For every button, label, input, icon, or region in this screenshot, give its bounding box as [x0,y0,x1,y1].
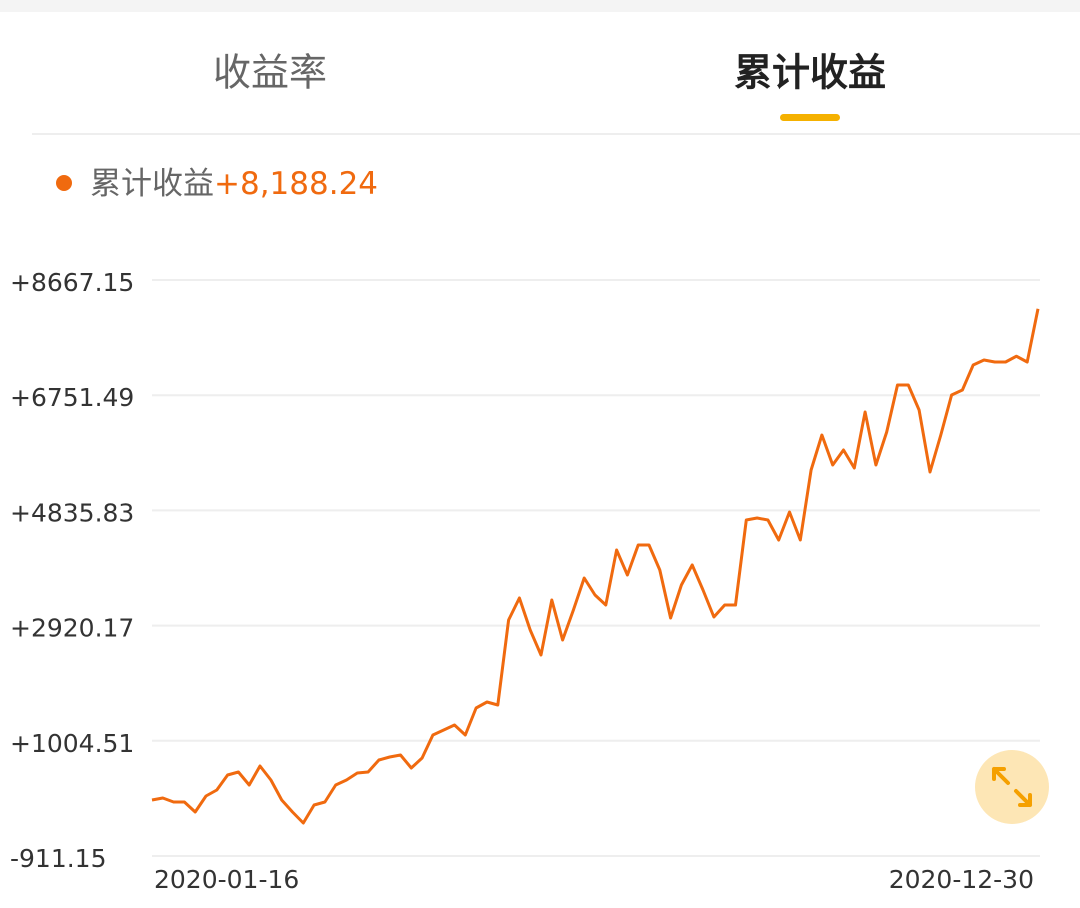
tab-indicator [780,114,840,121]
y-tick-label: +6751.49 [10,383,134,412]
expand-icon [992,767,1032,807]
expand-bg [975,750,1049,824]
y-tick-label: +4835.83 [10,498,134,527]
tab-active[interactable]: 累计收益 [734,51,886,95]
x-tick-label: 2020-01-16 [154,865,299,894]
y-tick-label: -911.15 [10,844,107,873]
y-tick-label: +2920.17 [10,614,134,643]
plot: +8667.15 +6751.49 +4835.83 +2920.17 +1004.51… [10,268,1040,894]
legend-label: 累计收益+8,188.24 [90,166,378,202]
line [151,308,1040,825]
y-tick-label: +8667.15 [10,268,134,297]
expand-button[interactable] [975,750,1049,824]
legend-dot [56,175,72,191]
x-tick-label: 2020-12-30 [889,865,1034,894]
legend-name: 累计收益 [90,166,214,202]
legend-value: +8,188.24 [214,166,378,202]
tab[interactable]: 收益率 [213,51,327,95]
y-tick-label: +1004.51 [10,729,134,758]
status-strip [0,0,1080,12]
